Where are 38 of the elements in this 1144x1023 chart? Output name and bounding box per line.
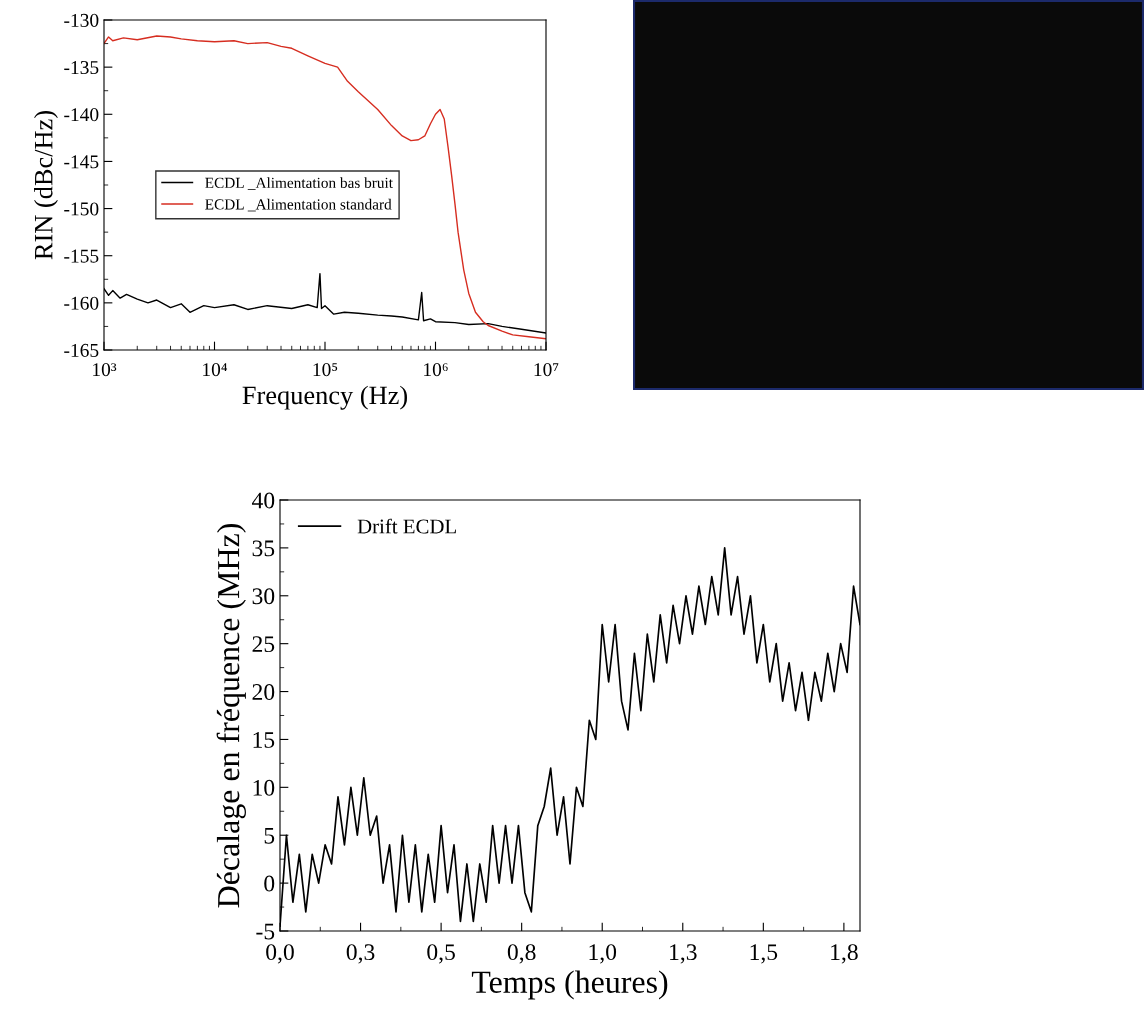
x-tick-label: 10⁵ (313, 363, 338, 377)
x-tick-label: 0,0 (266, 944, 294, 964)
y-tick-label: 15 (253, 732, 275, 748)
y-tick-label: -150 (64, 202, 99, 216)
x-tick-label: 1,8 (831, 944, 858, 964)
legend-label: ECDL _Alimentation standard (205, 198, 392, 212)
y-tick-label: 5 (264, 827, 275, 844)
legend-label: Drift ECDL (357, 518, 456, 534)
x-tick-label: 1,0 (589, 944, 617, 964)
y-axis-title: Décalage en fréquence (MHz) (216, 524, 246, 908)
y-tick-label: 35 (252, 540, 275, 557)
x-tick-label: 10⁴ (203, 363, 228, 377)
y-tick-label: 40 (251, 492, 275, 509)
y-tick-label: -140 (64, 108, 99, 122)
x-tick-label: 10⁶ (424, 363, 448, 377)
y-tick-label: -145 (64, 155, 99, 169)
x-tick-label: 0,3 (346, 944, 375, 964)
y-tick-label: -155 (64, 249, 99, 263)
x-tick-label: 10⁷ (534, 363, 559, 377)
y-tick-label: 10 (253, 779, 275, 796)
y-tick-label: -130 (64, 13, 99, 27)
x-tick-label: 1,3 (670, 944, 697, 964)
y-tick-label: 30 (252, 588, 275, 605)
x-axis-title: Temps (heures) (471, 970, 668, 1000)
y-tick-label: 0 (264, 875, 275, 892)
y-tick-label: 20 (252, 684, 275, 700)
x-tick-label: 0,8 (507, 944, 536, 964)
x-tick-label: 1,5 (750, 944, 778, 964)
x-tick-label: 0,5 (427, 944, 455, 964)
y-axis-title: RIN (dBc/Hz) (34, 111, 58, 260)
y-tick-label: -165 (64, 343, 99, 357)
y-tick-label: -5 (256, 923, 275, 940)
y-tick-label: -135 (64, 61, 99, 75)
x-axis-title: Frequency (Hz) (242, 385, 407, 410)
x-tick-label: 10³ (93, 363, 117, 377)
y-tick-label: 25 (252, 636, 275, 653)
legend-label: ECDL _Alimentation bas bruit (205, 177, 393, 190)
y-tick-label: -160 (64, 296, 99, 310)
